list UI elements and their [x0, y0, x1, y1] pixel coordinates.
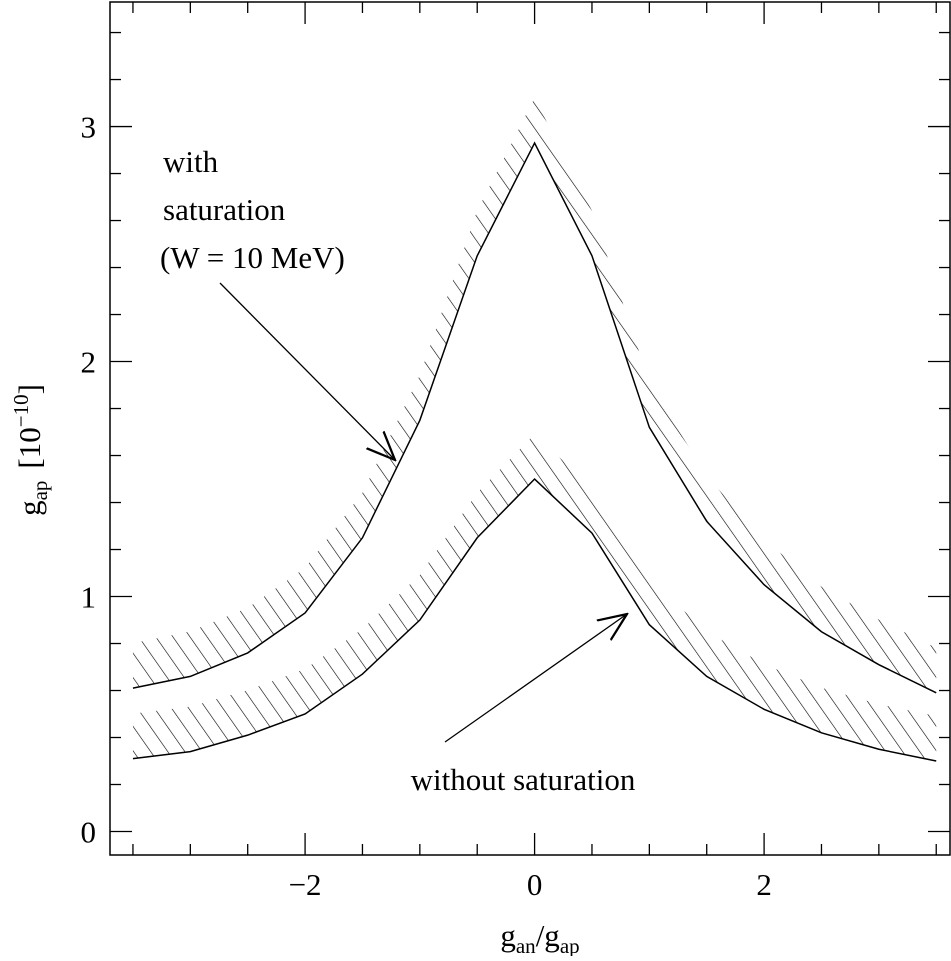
arrow	[444, 614, 627, 743]
annotation: saturation	[163, 192, 286, 227]
curve	[132, 141, 937, 694]
y-tick-label: 2	[81, 345, 97, 380]
hatch-band	[132, 97, 937, 693]
annotation: (W = 10 MeV)	[160, 240, 345, 275]
arrow	[219, 282, 395, 460]
y-tick-label: 0	[81, 815, 97, 850]
x-label-subscript: an	[516, 934, 536, 956]
y-axis-label: gap [10−10]	[9, 384, 52, 516]
x-tick-label: 0	[527, 867, 543, 902]
x-label-part: g	[500, 918, 516, 953]
y-label-part: ]	[12, 384, 47, 394]
plot-frame	[109, 1, 951, 856]
x-axis-label: gan/gap	[500, 918, 579, 956]
curve	[132, 477, 937, 762]
y-tick-label: 1	[81, 580, 97, 615]
plot-area	[132, 97, 937, 762]
y-label-part: ap	[28, 481, 52, 501]
y-label-part: [10	[12, 427, 47, 468]
y-label-part: −10	[9, 394, 33, 427]
annotation: with	[163, 144, 219, 179]
x-label-subscript: ap	[560, 934, 580, 956]
annotation: without saturation	[411, 762, 636, 797]
y-tick-label: 3	[81, 110, 97, 145]
x-label-part: /g	[536, 918, 560, 953]
hatch-band	[132, 434, 937, 762]
x-tick-label: −2	[289, 867, 322, 902]
y-label-part: g	[12, 500, 47, 516]
x-tick-label: 2	[756, 867, 772, 902]
